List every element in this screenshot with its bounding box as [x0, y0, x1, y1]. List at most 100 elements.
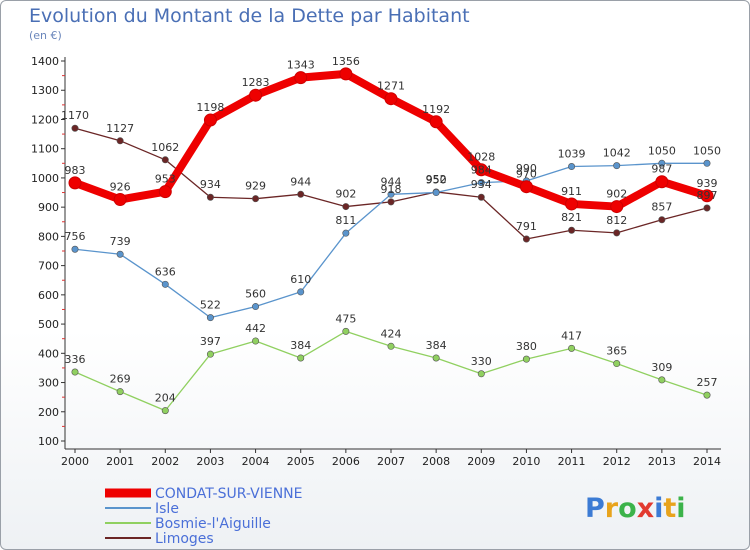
data-label: 417 — [561, 329, 582, 342]
data-label: 970 — [516, 168, 537, 181]
data-point — [206, 350, 214, 358]
data-label: 475 — [335, 312, 356, 325]
data-label: 1028 — [467, 151, 495, 164]
data-point — [206, 193, 214, 201]
data-point — [655, 175, 669, 189]
data-label: 934 — [200, 178, 221, 191]
chart-title: Evolution du Montant de la Dette par Hab… — [29, 5, 470, 27]
y-tick-label: 300 — [38, 377, 59, 390]
data-point — [161, 407, 169, 415]
data-label: 953 — [155, 173, 176, 186]
data-point — [565, 197, 579, 211]
y-tick-label: 900 — [38, 201, 59, 214]
data-point — [339, 67, 353, 81]
x-tick-label: 2002 — [151, 455, 179, 468]
x-tick-label: 2010 — [512, 455, 540, 468]
x-tick-label: 2000 — [61, 455, 89, 468]
y-tick-label: 1000 — [31, 172, 59, 185]
x-tick-label: 2003 — [196, 455, 224, 468]
data-point — [158, 185, 172, 199]
data-label: 918 — [381, 183, 402, 196]
data-label: 380 — [516, 340, 537, 353]
data-point — [522, 355, 530, 363]
data-label: 897 — [697, 189, 718, 202]
data-label: 1127 — [106, 122, 134, 135]
y-tick-label: 1100 — [31, 143, 59, 156]
data-label: 424 — [381, 327, 402, 340]
data-label: 257 — [697, 376, 718, 389]
data-point — [568, 226, 576, 234]
data-point — [703, 391, 711, 399]
data-label: 857 — [651, 201, 672, 214]
y-tick-label: 500 — [38, 318, 59, 331]
data-label: 1283 — [242, 76, 270, 89]
data-label: 811 — [335, 214, 356, 227]
x-tick-label: 2008 — [422, 455, 450, 468]
x-tick-label: 2011 — [558, 455, 586, 468]
data-point — [610, 200, 624, 214]
data-point — [297, 354, 305, 362]
data-label: 384 — [426, 339, 447, 352]
data-point — [206, 314, 214, 322]
data-point — [116, 137, 124, 145]
chart-unit-label: (en €) — [29, 29, 62, 42]
data-label: 204 — [155, 392, 176, 405]
data-label: 309 — [651, 361, 672, 374]
data-point — [522, 235, 530, 243]
data-label: 1050 — [693, 144, 721, 157]
data-label: 365 — [606, 345, 627, 358]
data-label: 397 — [200, 335, 221, 348]
data-label: 950 — [426, 174, 447, 187]
data-label: 984 — [471, 164, 492, 177]
data-point — [432, 189, 440, 197]
data-label: 442 — [245, 322, 266, 335]
data-point — [700, 189, 714, 203]
legend-label: Bosmie-l'Aiguille — [155, 516, 271, 532]
data-point — [474, 163, 488, 177]
data-point — [294, 71, 308, 85]
x-tick-label: 2007 — [377, 455, 405, 468]
data-label: 929 — [245, 180, 266, 193]
x-tick-label: 2012 — [603, 455, 631, 468]
data-label: 812 — [606, 214, 627, 227]
legend-label: Limoges — [155, 531, 214, 547]
data-label: 902 — [335, 188, 356, 201]
logo-letter: x — [636, 493, 655, 524]
data-label: 1271 — [377, 80, 405, 93]
data-label: 1198 — [196, 101, 224, 114]
y-tick-label: 600 — [38, 289, 59, 302]
data-label: 269 — [110, 373, 131, 386]
data-point — [297, 288, 305, 296]
data-point — [161, 280, 169, 288]
data-label: 1192 — [422, 103, 450, 116]
data-point — [387, 342, 395, 350]
proxiti-logo: Proxiti — [585, 493, 686, 524]
data-point — [384, 92, 398, 106]
x-tick-label: 2009 — [467, 455, 495, 468]
y-tick-label: 1200 — [31, 113, 59, 126]
x-tick-label: 2005 — [287, 455, 315, 468]
data-point — [203, 113, 217, 127]
y-tick-label: 100 — [38, 435, 59, 448]
data-point — [658, 159, 666, 167]
data-point — [703, 159, 711, 167]
x-tick-label: 2013 — [648, 455, 676, 468]
data-point — [252, 195, 260, 203]
data-point — [249, 88, 263, 102]
data-point — [71, 124, 79, 132]
data-point — [161, 156, 169, 164]
data-point — [387, 190, 395, 198]
data-label: 560 — [245, 288, 266, 301]
logo-letter: t — [663, 493, 677, 524]
data-label: 939 — [697, 177, 718, 190]
data-label: 1343 — [287, 59, 315, 72]
x-tick-label: 2001 — [106, 455, 134, 468]
data-label: 952 — [426, 173, 447, 186]
data-point — [116, 250, 124, 258]
data-label: 756 — [65, 230, 86, 243]
data-point — [568, 163, 576, 171]
x-tick-label: 2004 — [242, 455, 270, 468]
data-point — [342, 229, 350, 237]
